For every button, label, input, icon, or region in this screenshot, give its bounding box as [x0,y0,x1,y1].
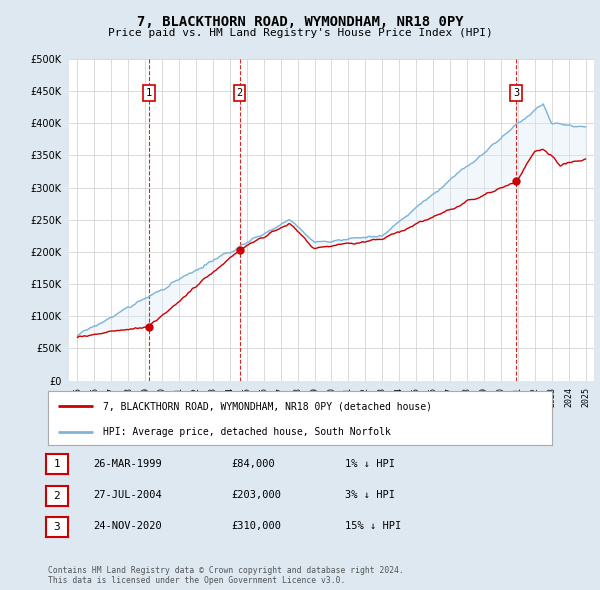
Text: 2: 2 [53,491,61,500]
Text: 7, BLACKTHORN ROAD, WYMONDHAM, NR18 0PY (detached house): 7, BLACKTHORN ROAD, WYMONDHAM, NR18 0PY … [103,401,433,411]
Text: £203,000: £203,000 [231,490,281,500]
Text: 1: 1 [53,460,61,469]
Text: 1% ↓ HPI: 1% ↓ HPI [345,459,395,468]
Text: 3: 3 [513,88,519,98]
Text: 27-JUL-2004: 27-JUL-2004 [93,490,162,500]
Text: Price paid vs. HM Land Registry's House Price Index (HPI): Price paid vs. HM Land Registry's House … [107,28,493,38]
Text: £310,000: £310,000 [231,522,281,531]
Text: 3% ↓ HPI: 3% ↓ HPI [345,490,395,500]
Text: 2: 2 [236,88,242,98]
Text: 3: 3 [53,522,61,532]
Text: £84,000: £84,000 [231,459,275,468]
Text: 1: 1 [146,88,152,98]
Text: Contains HM Land Registry data © Crown copyright and database right 2024.
This d: Contains HM Land Registry data © Crown c… [48,566,404,585]
Text: 7, BLACKTHORN ROAD, WYMONDHAM, NR18 0PY: 7, BLACKTHORN ROAD, WYMONDHAM, NR18 0PY [137,15,463,30]
Text: 15% ↓ HPI: 15% ↓ HPI [345,522,401,531]
Text: 26-MAR-1999: 26-MAR-1999 [93,459,162,468]
Text: HPI: Average price, detached house, South Norfolk: HPI: Average price, detached house, Sout… [103,427,391,437]
Text: 24-NOV-2020: 24-NOV-2020 [93,522,162,531]
